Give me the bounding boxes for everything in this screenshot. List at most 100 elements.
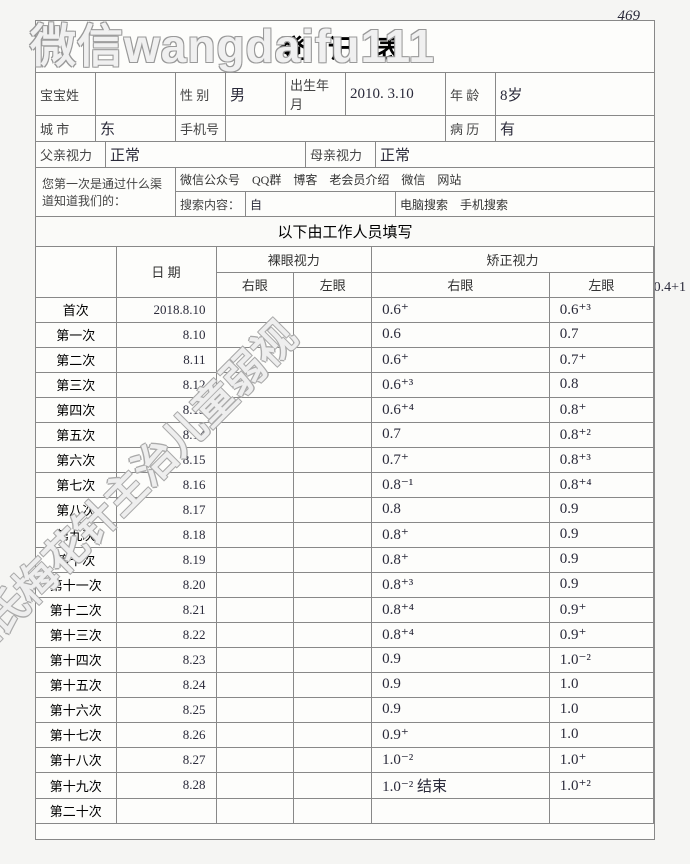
col-corr-left: 左眼 <box>549 272 653 297</box>
row-corr-right: 0.8⁺³ <box>372 572 550 597</box>
row-corr-left: 0.9 <box>549 547 653 572</box>
row-corr-left: 1.0⁺ <box>549 747 653 772</box>
col-corrected: 矫正视力 <box>372 247 654 272</box>
row-label: 第十八次 <box>36 747 116 772</box>
watermark-top: 微信wangdaifu111 <box>30 10 435 76</box>
col-corr-right: 右眼 <box>372 272 550 297</box>
row-label: 第十五次 <box>36 672 116 697</box>
father-value: 正常 <box>106 142 306 167</box>
row-corr-right: 0.9 <box>372 697 550 722</box>
col-naked-left: 左眼 <box>294 272 372 297</box>
form-paper: 登 记 表 宝宝姓 性 别 男 出生年月 2010. 3.10 年 龄 8岁 城… <box>35 20 655 840</box>
row-corr-right: 0.8⁺⁴ <box>372 622 550 647</box>
row-date: 2018.8.10 <box>116 297 216 322</box>
row-date: 8.10 <box>116 322 216 347</box>
row-label: 第十四次 <box>36 647 116 672</box>
table-row: 第一次8.100.60.7 <box>36 322 654 347</box>
table-row: 首次2018.8.100.6⁺0.6⁺³ <box>36 297 654 322</box>
row-corr-left: 0.8 <box>549 372 653 397</box>
row-naked-right <box>216 672 294 697</box>
row-corr-left: 0.9 <box>549 522 653 547</box>
table-row: 第十次8.190.8⁺0.9 <box>36 547 654 572</box>
row-naked-right <box>216 722 294 747</box>
row-corr-right: 0.9 <box>372 647 550 672</box>
row-corr-left: 1.0⁺² <box>549 772 653 798</box>
dob-value: 2010. 3.10 <box>346 73 446 115</box>
row-naked-right <box>216 522 294 547</box>
channel-options: 微信公众号 QQ群 博客 老会员介绍 微信 网站 <box>176 168 654 191</box>
table-row: 第二次8.110.6⁺0.7⁺ <box>36 347 654 372</box>
history-label: 病 历 <box>446 116 496 141</box>
corner-note: 469 <box>618 8 641 25</box>
mother-label: 母亲视力 <box>306 142 376 167</box>
row-naked-left <box>294 497 372 522</box>
col-naked-right: 右眼 <box>216 272 294 297</box>
city-value: 东 <box>96 116 176 141</box>
table-row: 第十二次8.210.8⁺⁴0.9⁺ <box>36 597 654 622</box>
row-date: 8.26 <box>116 722 216 747</box>
father-label: 父亲视力 <box>36 142 106 167</box>
channel-label: 您第一次是通过什么渠道知道我们的： <box>36 168 176 216</box>
section-header: 以下由工作人员填写 <box>36 217 654 247</box>
age-value: 8岁 <box>496 73 654 115</box>
age-label: 年 龄 <box>446 73 496 115</box>
row-corr-left: 1.0 <box>549 722 653 747</box>
row-naked-left <box>294 472 372 497</box>
row-date: 8.20 <box>116 572 216 597</box>
row-naked-right <box>216 572 294 597</box>
row-corr-right: 0.6⁺ <box>372 297 550 322</box>
row-corr-left: 0.9 <box>549 572 653 597</box>
row-naked-left <box>294 622 372 647</box>
row-date: 8.22 <box>116 622 216 647</box>
name-label: 宝宝姓 <box>36 73 96 115</box>
row-corr-left: 1.0⁻² <box>549 647 653 672</box>
city-label: 城 市 <box>36 116 96 141</box>
table-row: 第二十次 <box>36 798 654 823</box>
search-kind: 电脑搜索 手机搜索 <box>396 192 654 216</box>
row-label: 首次 <box>36 297 116 322</box>
row-corr-right: 0.7⁺ <box>372 447 550 472</box>
history-value: 有 <box>496 116 654 141</box>
table-row: 第十六次8.250.91.0 <box>36 697 654 722</box>
row-corr-right: 1.0⁻² 结束 <box>372 772 550 798</box>
row-corr-left: 0.8⁺² <box>549 422 653 447</box>
row-corr-right: 0.8⁻¹ <box>372 472 550 497</box>
row-naked-left <box>294 672 372 697</box>
table-row: 第十一次8.200.8⁺³0.9 <box>36 572 654 597</box>
visits-table: 日 期 裸眼视力 矫正视力 右眼 左眼 右眼 左眼 首次2018.8.10 0.6… <box>36 247 654 824</box>
row-corr-right: 0.6 <box>372 322 550 347</box>
gender-value: 男 <box>226 73 286 115</box>
row-corr-left: 0.8⁺³ <box>549 447 653 472</box>
row-naked-left <box>294 372 372 397</box>
row-corr-right: 0.9 <box>372 672 550 697</box>
row-naked-right <box>216 622 294 647</box>
table-row: 第十九次8.281.0⁻² 结束1.0⁺² <box>36 772 654 798</box>
row-label: 第十七次 <box>36 722 116 747</box>
row-corr-right: 0.8⁺ <box>372 522 550 547</box>
row-corr-right: 0.8⁺⁴ <box>372 597 550 622</box>
phone-value <box>226 116 446 141</box>
row-naked-right <box>216 597 294 622</box>
row-corr-left: 0.8⁺ <box>549 397 653 422</box>
row-naked-left <box>294 647 372 672</box>
row-corr-right: 0.6⁺⁴ <box>372 397 550 422</box>
row-naked-right <box>216 647 294 672</box>
col-date: 日 期 <box>116 247 216 297</box>
row-naked-right <box>216 747 294 772</box>
row-naked-left <box>294 447 372 472</box>
row-corr-right <box>372 798 550 823</box>
row-date <box>116 798 216 823</box>
row-naked-left <box>294 697 372 722</box>
row-date: 8.19 <box>116 547 216 572</box>
row-naked-left <box>294 572 372 597</box>
row-date: 8.24 <box>116 672 216 697</box>
row-naked-left <box>294 597 372 622</box>
table-row: 第十三次8.220.8⁺⁴0.9⁺ <box>36 622 654 647</box>
row-naked-left <box>294 547 372 572</box>
phone-label: 手机号 <box>176 116 226 141</box>
col-naked: 裸眼视力 <box>216 247 372 272</box>
row-corr-left: 0.9 <box>549 497 653 522</box>
row-corr-right: 0.6⁺³ <box>372 372 550 397</box>
row-naked-right <box>216 798 294 823</box>
row-date: 8.23 <box>116 647 216 672</box>
